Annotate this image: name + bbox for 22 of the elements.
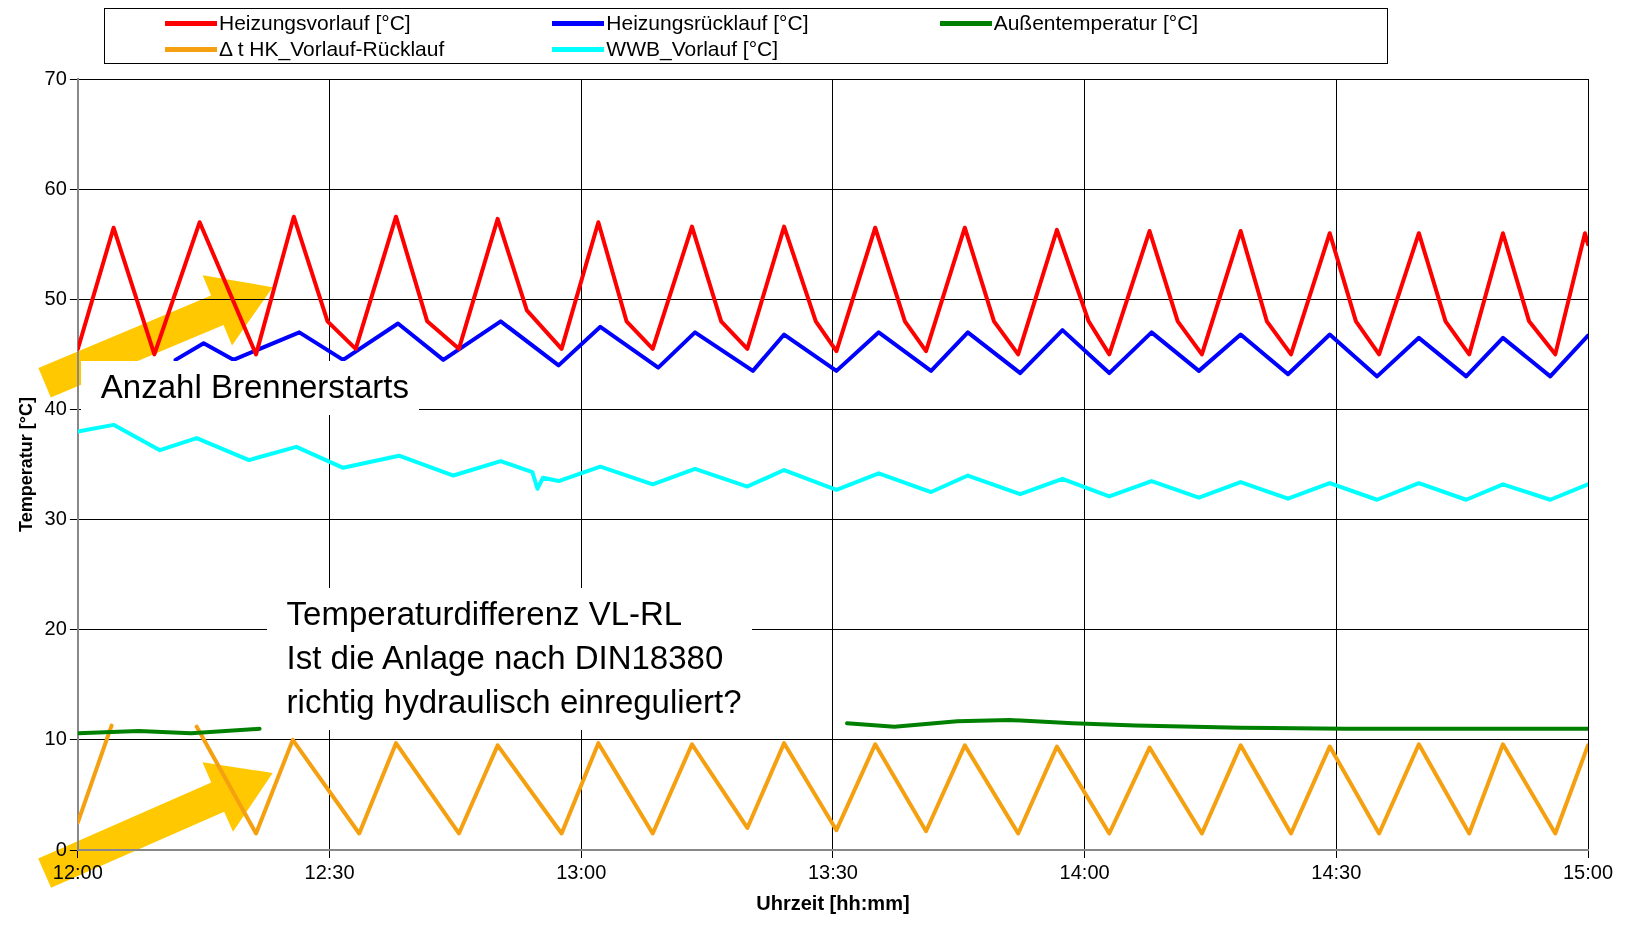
x-tick-label: 13:00 [556, 860, 607, 883]
y-axis-title: Temperatur [°C] [15, 397, 36, 532]
legend-label: Außentemperatur [°C] [993, 11, 1199, 35]
y-tick-label: 40 [44, 396, 67, 419]
annotation: Temperaturdifferenz VL-RL Ist die Anlage nach DIN18380 richtig hydraulisch einreguliert? [266, 587, 752, 730]
x-tick-label: 14:00 [1059, 860, 1110, 883]
y-tick-label: 70 [44, 66, 67, 89]
y-tick-label: 50 [44, 286, 67, 309]
y-tick-label: 10 [44, 727, 67, 750]
x-tick-label: 12:30 [304, 860, 355, 883]
legend-label: Heizungsrücklauf [°C] [606, 11, 809, 35]
x-tick-label: 13:30 [807, 860, 858, 883]
legend-label: WWB_Vorlauf [°C] [606, 37, 779, 61]
x-axis-title: Uhrzeit [hh:mm] [756, 891, 910, 914]
y-tick-label: 30 [44, 507, 67, 530]
x-tick-label: 15:00 [1562, 860, 1614, 883]
legend-label: Δ t HK_Vorlauf-Rücklauf [219, 37, 445, 61]
y-tick-label: 60 [44, 176, 67, 199]
x-tick-label: 14:30 [1311, 860, 1362, 883]
annotation: Anzahl Brennerstarts [80, 361, 420, 416]
legend-label: Heizungsvorlauf [°C] [219, 11, 411, 35]
y-tick-label: 20 [44, 617, 67, 640]
